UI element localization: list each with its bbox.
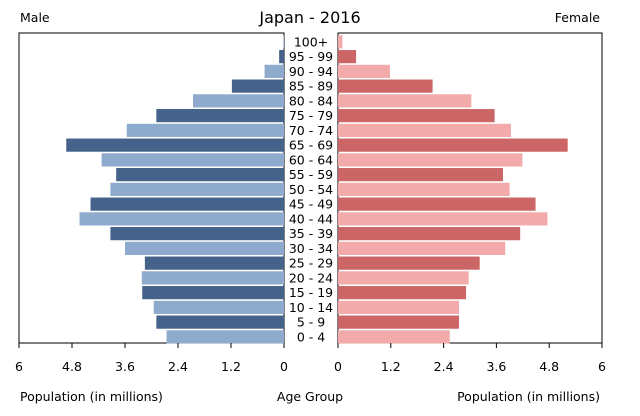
male-bars	[66, 35, 285, 344]
female-axis-title: Population (in millions)	[457, 389, 600, 404]
chart-title: Japan - 2016	[258, 8, 360, 27]
male-tick-label: 3.6	[115, 359, 135, 374]
age-group-label: 95 - 99	[289, 49, 333, 64]
male-bar-100	[283, 35, 285, 49]
age-group-label: 40 - 44	[289, 211, 333, 226]
male-bar-65-69	[66, 138, 284, 152]
male-tick-label: 0	[280, 359, 288, 374]
male-axis-title: Population (in millions)	[20, 389, 163, 404]
male-bar-60-64	[101, 153, 284, 167]
male-tick-label: 4.8	[62, 359, 82, 374]
age-group-label: 5 - 9	[297, 315, 325, 330]
age-group-label: 35 - 39	[289, 226, 333, 241]
female-bar-25-29	[338, 256, 480, 270]
male-bar-55-59	[116, 168, 285, 182]
female-bar-0-4	[338, 330, 450, 344]
female-bar-70-74	[338, 123, 511, 137]
female-bar-10-14	[338, 300, 459, 314]
female-bars	[338, 35, 568, 344]
female-bar-35-39	[338, 227, 521, 241]
female-bar-20-24	[338, 271, 469, 285]
female-bar-90-94	[338, 64, 390, 78]
female-bar-75-79	[338, 109, 495, 123]
age-group-label: 30 - 34	[289, 241, 333, 256]
age-group-label: 55 - 59	[289, 167, 333, 182]
male-bar-70-74	[126, 123, 285, 137]
male-header-label: Male	[20, 10, 50, 25]
female-tick-label: 3.6	[486, 359, 506, 374]
male-tick-label: 6	[15, 359, 23, 374]
age-group-label: 20 - 24	[289, 270, 333, 285]
female-bar-5-9	[338, 315, 459, 329]
female-tick-label: 4.8	[539, 359, 559, 374]
age-group-label: 10 - 14	[289, 300, 333, 315]
male-bar-35-39	[110, 227, 284, 241]
male-bar-0-4	[166, 330, 284, 344]
age-group-label: 75 - 79	[289, 108, 333, 123]
male-bar-45-49	[90, 197, 284, 211]
female-header-label: Female	[555, 10, 601, 25]
male-bar-25-29	[144, 256, 284, 270]
male-bar-80-84	[193, 94, 284, 108]
age-group-label: 15 - 19	[289, 285, 333, 300]
female-bar-40-44	[338, 212, 548, 226]
age-group-label: 100+	[294, 34, 328, 49]
male-bar-10-14	[153, 300, 284, 314]
female-bar-80-84	[338, 94, 472, 108]
age-group-axis-title: Age Group	[277, 389, 343, 404]
female-bar-50-54	[338, 182, 510, 196]
female-bar-60-64	[338, 153, 523, 167]
female-bar-85-89	[338, 79, 433, 93]
male-bar-5-9	[156, 315, 284, 329]
male-bar-90-94	[264, 64, 284, 78]
age-group-label: 25 - 29	[289, 256, 333, 271]
female-bar-30-34	[338, 241, 506, 255]
male-tick-label: 2.4	[168, 359, 188, 374]
male-bar-15-19	[142, 286, 284, 300]
age-group-label: 85 - 89	[289, 79, 333, 94]
male-bar-40-44	[79, 212, 284, 226]
female-tick-label: 1.2	[381, 359, 401, 374]
male-bar-30-34	[125, 241, 284, 255]
female-bar-95-99	[338, 50, 357, 64]
male-bar-50-54	[110, 182, 284, 196]
age-group-label: 45 - 49	[289, 197, 333, 212]
age-group-label: 65 - 69	[289, 138, 333, 153]
female-bar-55-59	[338, 168, 503, 182]
male-bar-75-79	[156, 109, 284, 123]
male-bar-95-99	[279, 50, 284, 64]
male-bar-85-89	[231, 79, 284, 93]
age-group-label: 50 - 54	[289, 182, 333, 197]
male-x-axis: 6 4.8 3.6 2.4 1.2 0	[15, 343, 288, 374]
male-tick-label: 1.2	[221, 359, 241, 374]
female-bar-100	[338, 35, 343, 49]
female-tick-label: 6	[598, 359, 606, 374]
male-bar-20-24	[141, 271, 284, 285]
age-group-label: 0 - 4	[297, 329, 325, 344]
female-bar-65-69	[338, 138, 568, 152]
female-tick-label: 0	[334, 359, 342, 374]
female-x-axis: 0 1.2 2.4 3.6 4.8 6	[334, 343, 606, 374]
age-group-label: 90 - 94	[289, 64, 333, 79]
age-group-label: 70 - 74	[289, 123, 333, 138]
age-group-label: 80 - 84	[289, 93, 333, 108]
female-bar-45-49	[338, 197, 536, 211]
female-bar-15-19	[338, 286, 467, 300]
female-tick-label: 2.4	[434, 359, 454, 374]
age-group-label: 60 - 64	[289, 152, 333, 167]
